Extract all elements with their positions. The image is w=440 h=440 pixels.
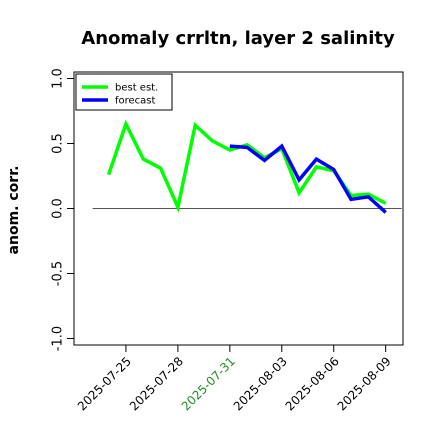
y-axis-label: anom. corr.	[6, 166, 22, 255]
y-tick-label: 0.5	[51, 133, 66, 154]
x-tick-label: 2025-08-03	[231, 354, 290, 413]
x-tick-label: 2025-08-09	[335, 354, 394, 413]
x-tick-label: 2025-07-31	[179, 354, 238, 413]
y-tick-label: 0.0	[51, 198, 66, 219]
x-tick-label: 2025-07-25	[75, 354, 134, 413]
legend-box	[75, 73, 173, 111]
x-tick-label: 2025-08-06	[283, 354, 342, 413]
series-layer	[106, 119, 387, 214]
legend: best est. forecast	[75, 73, 173, 111]
legend-label: forecast	[115, 96, 156, 107]
y-tick-label: -0.5	[51, 261, 66, 286]
y-tick-label: -1.0	[51, 326, 66, 351]
legend-label: best est.	[115, 83, 158, 94]
x-axis: 2025-07-252025-07-282025-07-312025-08-03…	[75, 345, 394, 413]
y-tick-label: 1.0	[51, 68, 66, 89]
x-tick-label: 2025-07-28	[127, 354, 186, 413]
y-axis: -1.0 -0.5 0.0 0.5 1.0	[51, 68, 74, 351]
chart-title: Anomaly crrltn, layer 2 salinity	[81, 28, 395, 49]
series-line-forecast	[229, 143, 387, 214]
